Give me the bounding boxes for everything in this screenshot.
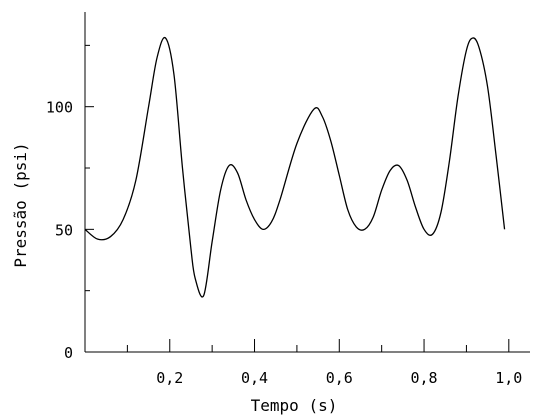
tick-marks [85,44,510,353]
y-tick-label: 100 [46,99,73,117]
y-tick-label: 0 [64,344,73,362]
series-line-0 [84,36,506,298]
y-tick-label: 50 [55,221,73,239]
axes [84,12,530,353]
series-group [84,36,506,298]
x-tick-label: 0,2 [156,369,183,387]
x-tick-label: 0,8 [411,369,438,387]
y-axis-label: Pressão (psi) [11,142,30,267]
tick-labels: 0,2 0,4 0,6 0,8 1,0 0 50 100 [46,99,522,387]
x-axis-label: Tempo (s) [251,396,338,415]
x-tick-label: 0,6 [326,369,353,387]
x-tick-label: 0,4 [241,369,268,387]
x-tick-label: 1,0 [495,369,522,387]
